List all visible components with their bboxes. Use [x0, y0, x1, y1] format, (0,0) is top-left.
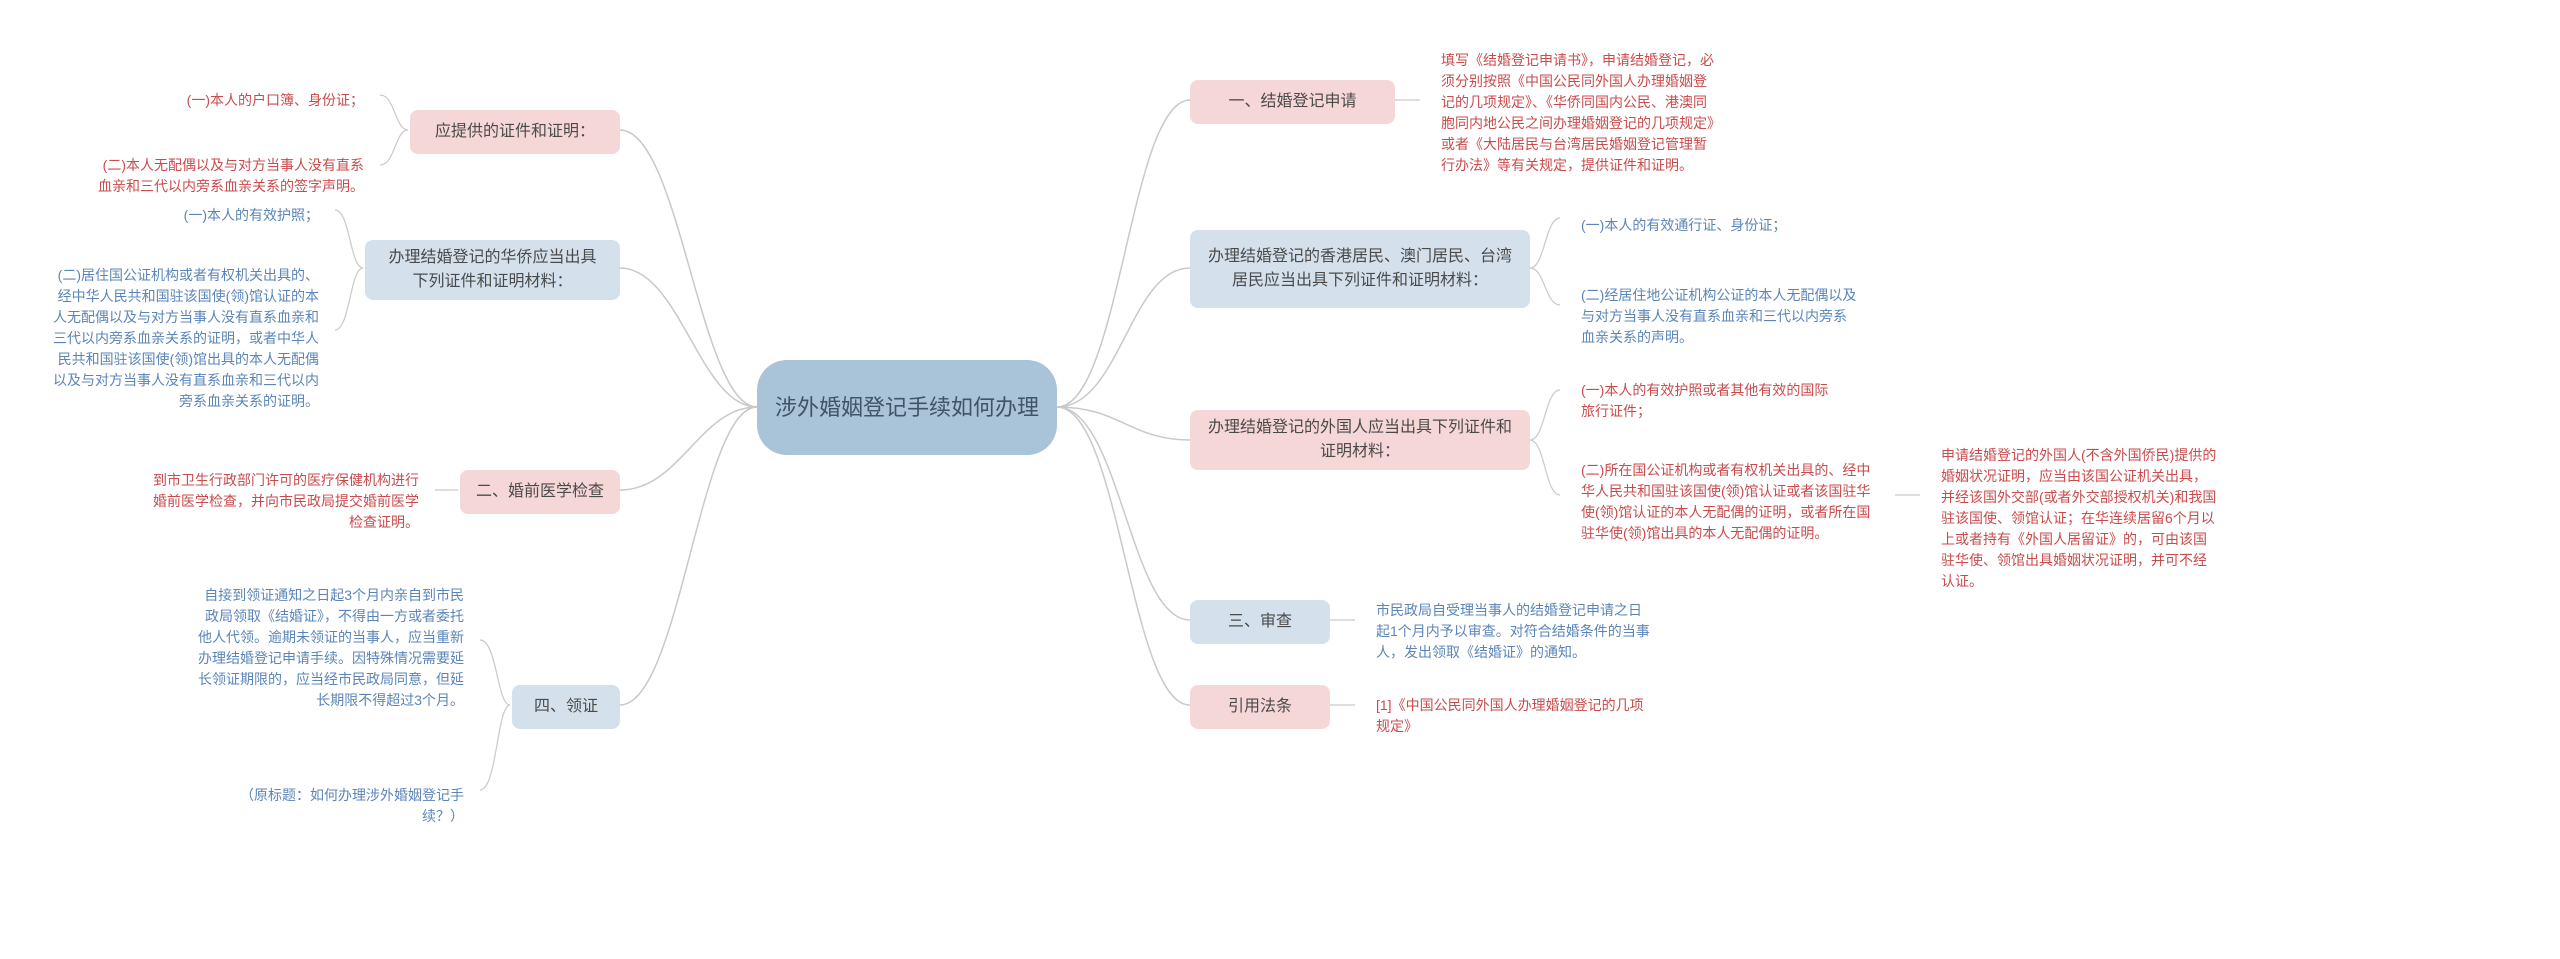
label: 引用法条: [1228, 695, 1292, 719]
label: 三、审查: [1228, 610, 1292, 634]
left-node-lingzheng[interactable]: 四、领证: [512, 685, 620, 729]
left-node-certificates[interactable]: 应提供的证件和证明：: [410, 110, 620, 154]
right-node-shencha[interactable]: 三、审查: [1190, 600, 1330, 644]
label: 应提供的证件和证明：: [435, 120, 595, 144]
right-node-hkmotw[interactable]: 办理结婚登记的香港居民、澳门居民、台湾居民应当出具下列证件和证明材料：: [1190, 230, 1530, 308]
leaf-fg-2: (二)所在国公证机构或者有权机关出具的、经中华人民共和国驻该国使(领)馆认证或者…: [1565, 450, 1895, 554]
leaf-sq-1: 填写《结婚登记申请书》，申请结婚登记，必须分别按照《中国公民同外国人办理婚姻登记…: [1425, 40, 1735, 186]
leaf-med-1: 到市卫生行政部门许可的医疗保健机构进行婚前医学检查，并向市民政局提交婚前医学检查…: [135, 460, 435, 543]
leaf-hkmo-2: (二)经居住地公证机构公证的本人无配偶以及与对方当事人没有直系血亲和三代以内旁系…: [1565, 275, 1875, 358]
label: 办理结婚登记的外国人应当出具下列证件和证明材料：: [1206, 416, 1514, 464]
label: 办理结婚登记的华侨应当出具下列证件和证明材料：: [381, 246, 604, 294]
leaf-fg-2sub: 申请结婚登记的外国人(不含外国侨民)提供的婚姻状况证明，应当由该国公证机关出具，…: [1925, 435, 2235, 602]
leaf-hkmo-1: (一)本人的有效通行证、身份证；: [1565, 205, 1815, 246]
left-node-medical[interactable]: 二、婚前医学检查: [460, 470, 620, 514]
leaf-lz-2: （原标题：如何办理涉外婚姻登记手续？）: [205, 775, 480, 837]
leaf-yy-1: [1]《中国公民同外国人办理婚姻登记的几项规定》: [1360, 685, 1660, 747]
right-node-shenqing[interactable]: 一、结婚登记申请: [1190, 80, 1395, 124]
label: 四、领证: [534, 695, 598, 719]
leaf-hq-2: (二)居住国公证机构或者有权机关出具的、经中华人民共和国驻该国使(领)馆认证的本…: [30, 255, 335, 422]
leaf-hq-1: (一)本人的有效护照；: [165, 195, 335, 236]
label: 一、结婚登记申请: [1228, 90, 1356, 114]
root-title: 涉外婚姻登记手续如何办理: [775, 391, 1039, 424]
leaf-sc-1: 市民政局自受理当事人的结婚登记申请之日起1个月内予以审查。对符合结婚条件的当事人…: [1360, 590, 1670, 673]
root-node[interactable]: 涉外婚姻登记手续如何办理: [757, 360, 1057, 455]
label: 办理结婚登记的香港居民、澳门居民、台湾居民应当出具下列证件和证明材料：: [1206, 245, 1514, 293]
leaf-fg-1: (一)本人的有效护照或者其他有效的国际旅行证件；: [1565, 370, 1855, 432]
leaf-cert-1: (一)本人的户口簿、身份证；: [165, 80, 380, 121]
right-node-yinyong[interactable]: 引用法条: [1190, 685, 1330, 729]
left-node-huaqiao[interactable]: 办理结婚登记的华侨应当出具下列证件和证明材料：: [365, 240, 620, 300]
right-node-foreigner[interactable]: 办理结婚登记的外国人应当出具下列证件和证明材料：: [1190, 410, 1530, 470]
label: 二、婚前医学检查: [476, 480, 604, 504]
leaf-lz-1: 自接到领证通知之日起3个月内亲自到市民政局领取《结婚证》，不得由一方或者委托他人…: [180, 575, 480, 721]
